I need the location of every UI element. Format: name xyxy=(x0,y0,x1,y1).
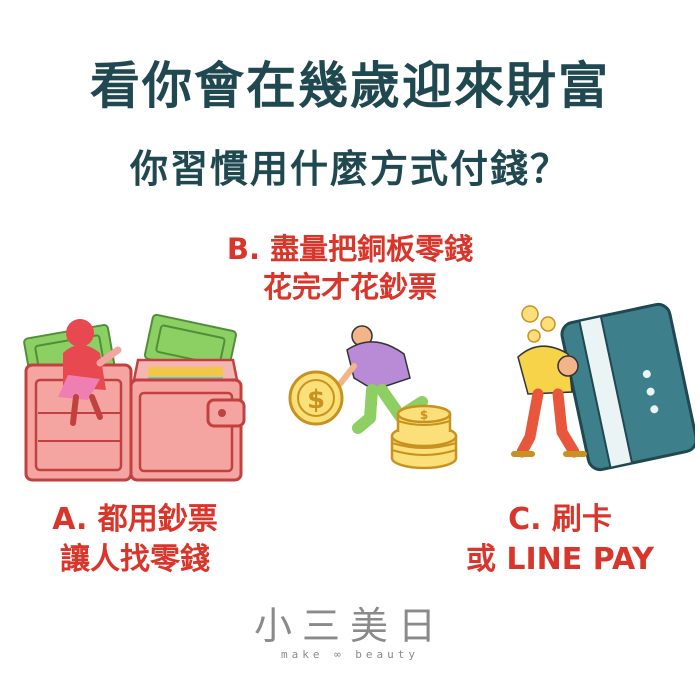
brand-name: 小三美日 xyxy=(253,604,446,648)
page-subtitle: 你習慣用什麼方式付錢？ xyxy=(129,147,570,191)
option-a-line2: 讓人找零錢 xyxy=(60,541,210,577)
option-c-line2: 或 LINE PAY xyxy=(465,541,655,577)
option-a-line1: A. 都用鈔票 xyxy=(52,502,218,537)
brand-tagline: make ∞ beauty xyxy=(280,648,420,661)
svg-text:$: $ xyxy=(420,408,428,422)
option-b-line1: B. 盡量把銅板零錢 xyxy=(226,232,474,266)
brand-logo: 小三美日 make ∞ beauty xyxy=(0,595,700,661)
option-b[interactable]: B. 盡量把銅板零錢 花完才花鈔票 xyxy=(150,230,550,307)
option-b-line2: 花完才花鈔票 xyxy=(262,270,437,305)
wallet-icon xyxy=(23,313,246,482)
svg-text:$: $ xyxy=(307,385,325,415)
option-c[interactable]: C. 刷卡 或 LINE PAY xyxy=(440,500,680,579)
option-a[interactable]: A. 都用鈔票 讓人找零錢 xyxy=(20,500,250,579)
page-title: 看你會在幾歲迎來財富 xyxy=(90,57,610,115)
coins-icon: $ $ xyxy=(288,325,458,470)
option-c-line1: C. 刷卡 xyxy=(508,502,612,537)
credit-card-icon xyxy=(511,302,695,472)
